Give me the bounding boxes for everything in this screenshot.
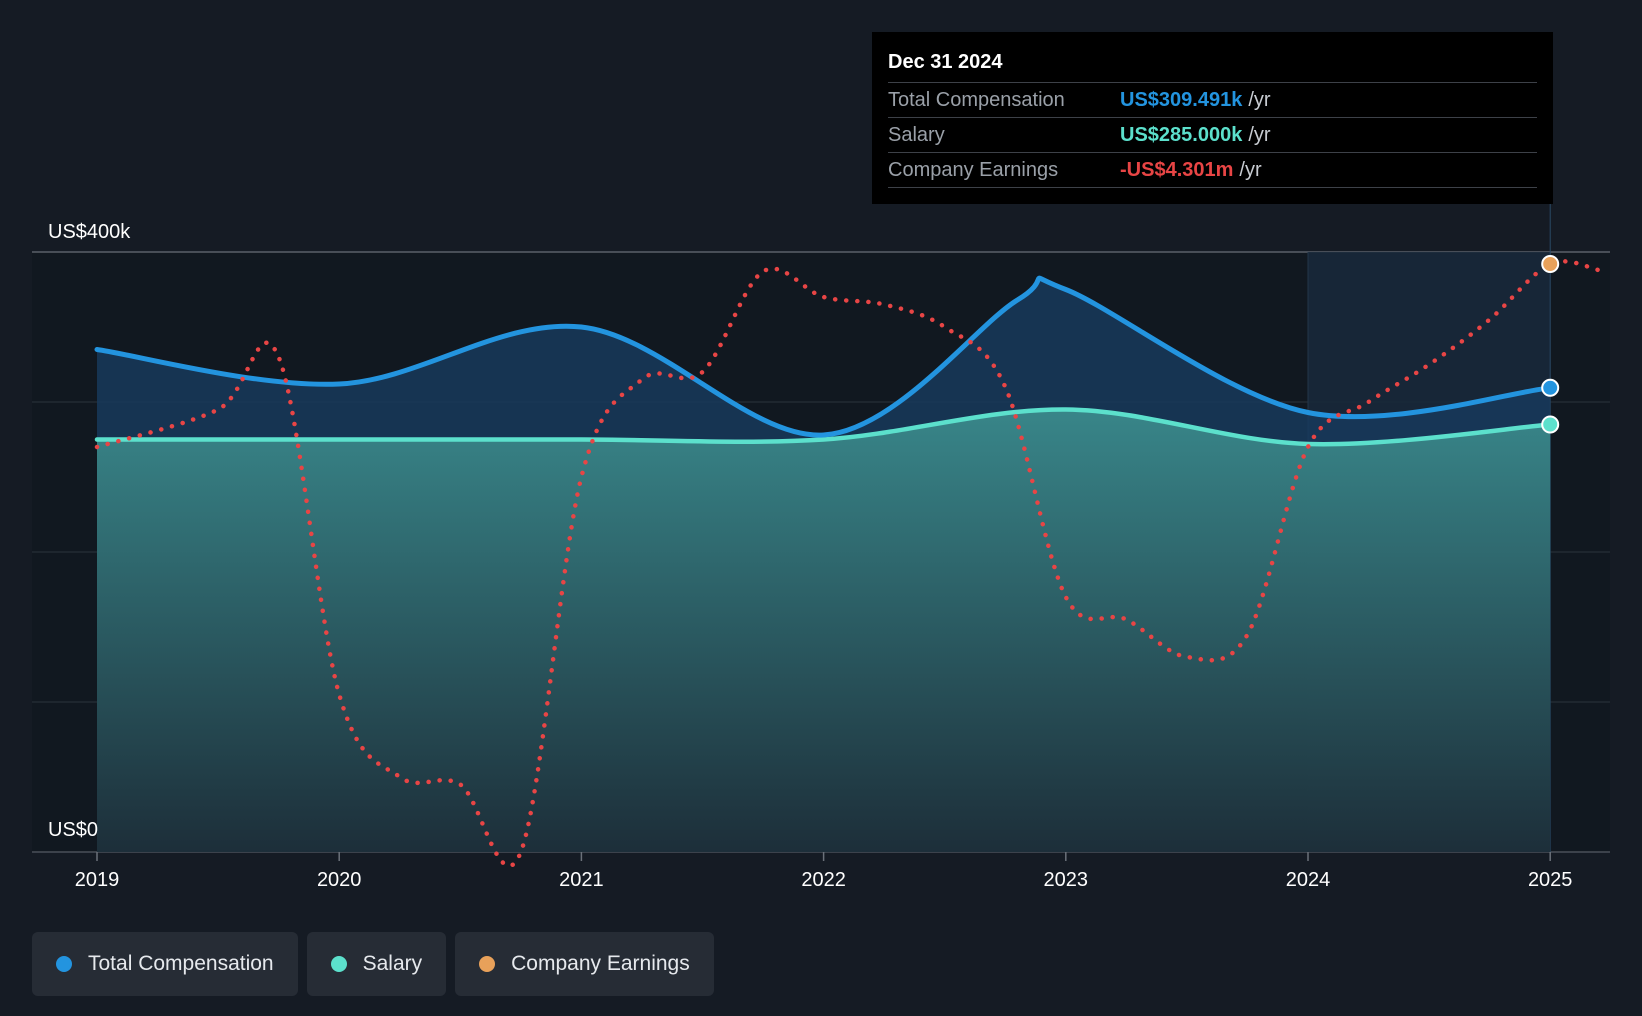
total-compensation-line	[94, 275, 1553, 438]
x-tick-label: 2023	[1044, 869, 1089, 891]
legend-dot-icon	[56, 956, 72, 972]
salary-marker	[1541, 415, 1560, 434]
salary-area	[97, 409, 1551, 852]
tooltip-value: US$285.000k	[1120, 124, 1243, 146]
tooltip-row-company-earnings: Company Earnings -US$4.301m /yr	[888, 152, 1537, 188]
x-tick-label: 2024	[1286, 869, 1331, 891]
tooltip-date: Dec 31 2024	[888, 51, 1003, 73]
tooltip-row-total-compensation: Total Compensation US$309.491k /yr	[888, 82, 1537, 117]
tooltip-label: Salary	[888, 124, 945, 146]
legend-item-total-compensation[interactable]: Total Compensation	[32, 932, 298, 996]
legend-label: Company Earnings	[511, 952, 690, 975]
y-axis-max-label: US$400k	[48, 221, 131, 243]
tooltip-label: Company Earnings	[888, 159, 1059, 181]
x-tick-label: 2025	[1528, 869, 1573, 891]
total-compensation-marker	[1541, 378, 1560, 397]
tooltip-value: -US$4.301m	[1120, 159, 1234, 181]
tooltip-unit: /yr	[1248, 89, 1271, 111]
x-tick-label: 2022	[801, 869, 846, 891]
legend-dot-icon	[479, 956, 496, 972]
tooltip-label: Total Compensation	[888, 89, 1065, 111]
tooltip-row-salary: Salary US$285.000k /yr	[888, 117, 1537, 152]
legend-label: Total Compensation	[88, 952, 274, 975]
legend-item-salary[interactable]: Salary	[306, 932, 447, 996]
legend-label: Salary	[362, 952, 423, 975]
tooltip-unit: /yr	[1239, 159, 1262, 181]
x-tick-label: 2019	[75, 869, 120, 891]
legend-item-company-earnings[interactable]: Company Earnings	[455, 932, 714, 996]
company-earnings-marker	[1541, 255, 1560, 273]
y-axis-min-label: US$0	[48, 819, 98, 841]
tooltip-unit: /yr	[1248, 124, 1271, 146]
legend-dot-icon	[330, 956, 347, 972]
legend: Total Compensation Salary Company Earnin…	[32, 932, 723, 996]
x-tick-label: 2020	[317, 869, 362, 891]
tooltip-value: US$309.491k	[1120, 89, 1243, 111]
x-tick-label: 2021	[559, 869, 604, 891]
tooltip-panel: Dec 31 2024 Total Compensation US$309.49…	[872, 32, 1553, 204]
company-earnings-line	[94, 259, 1601, 868]
